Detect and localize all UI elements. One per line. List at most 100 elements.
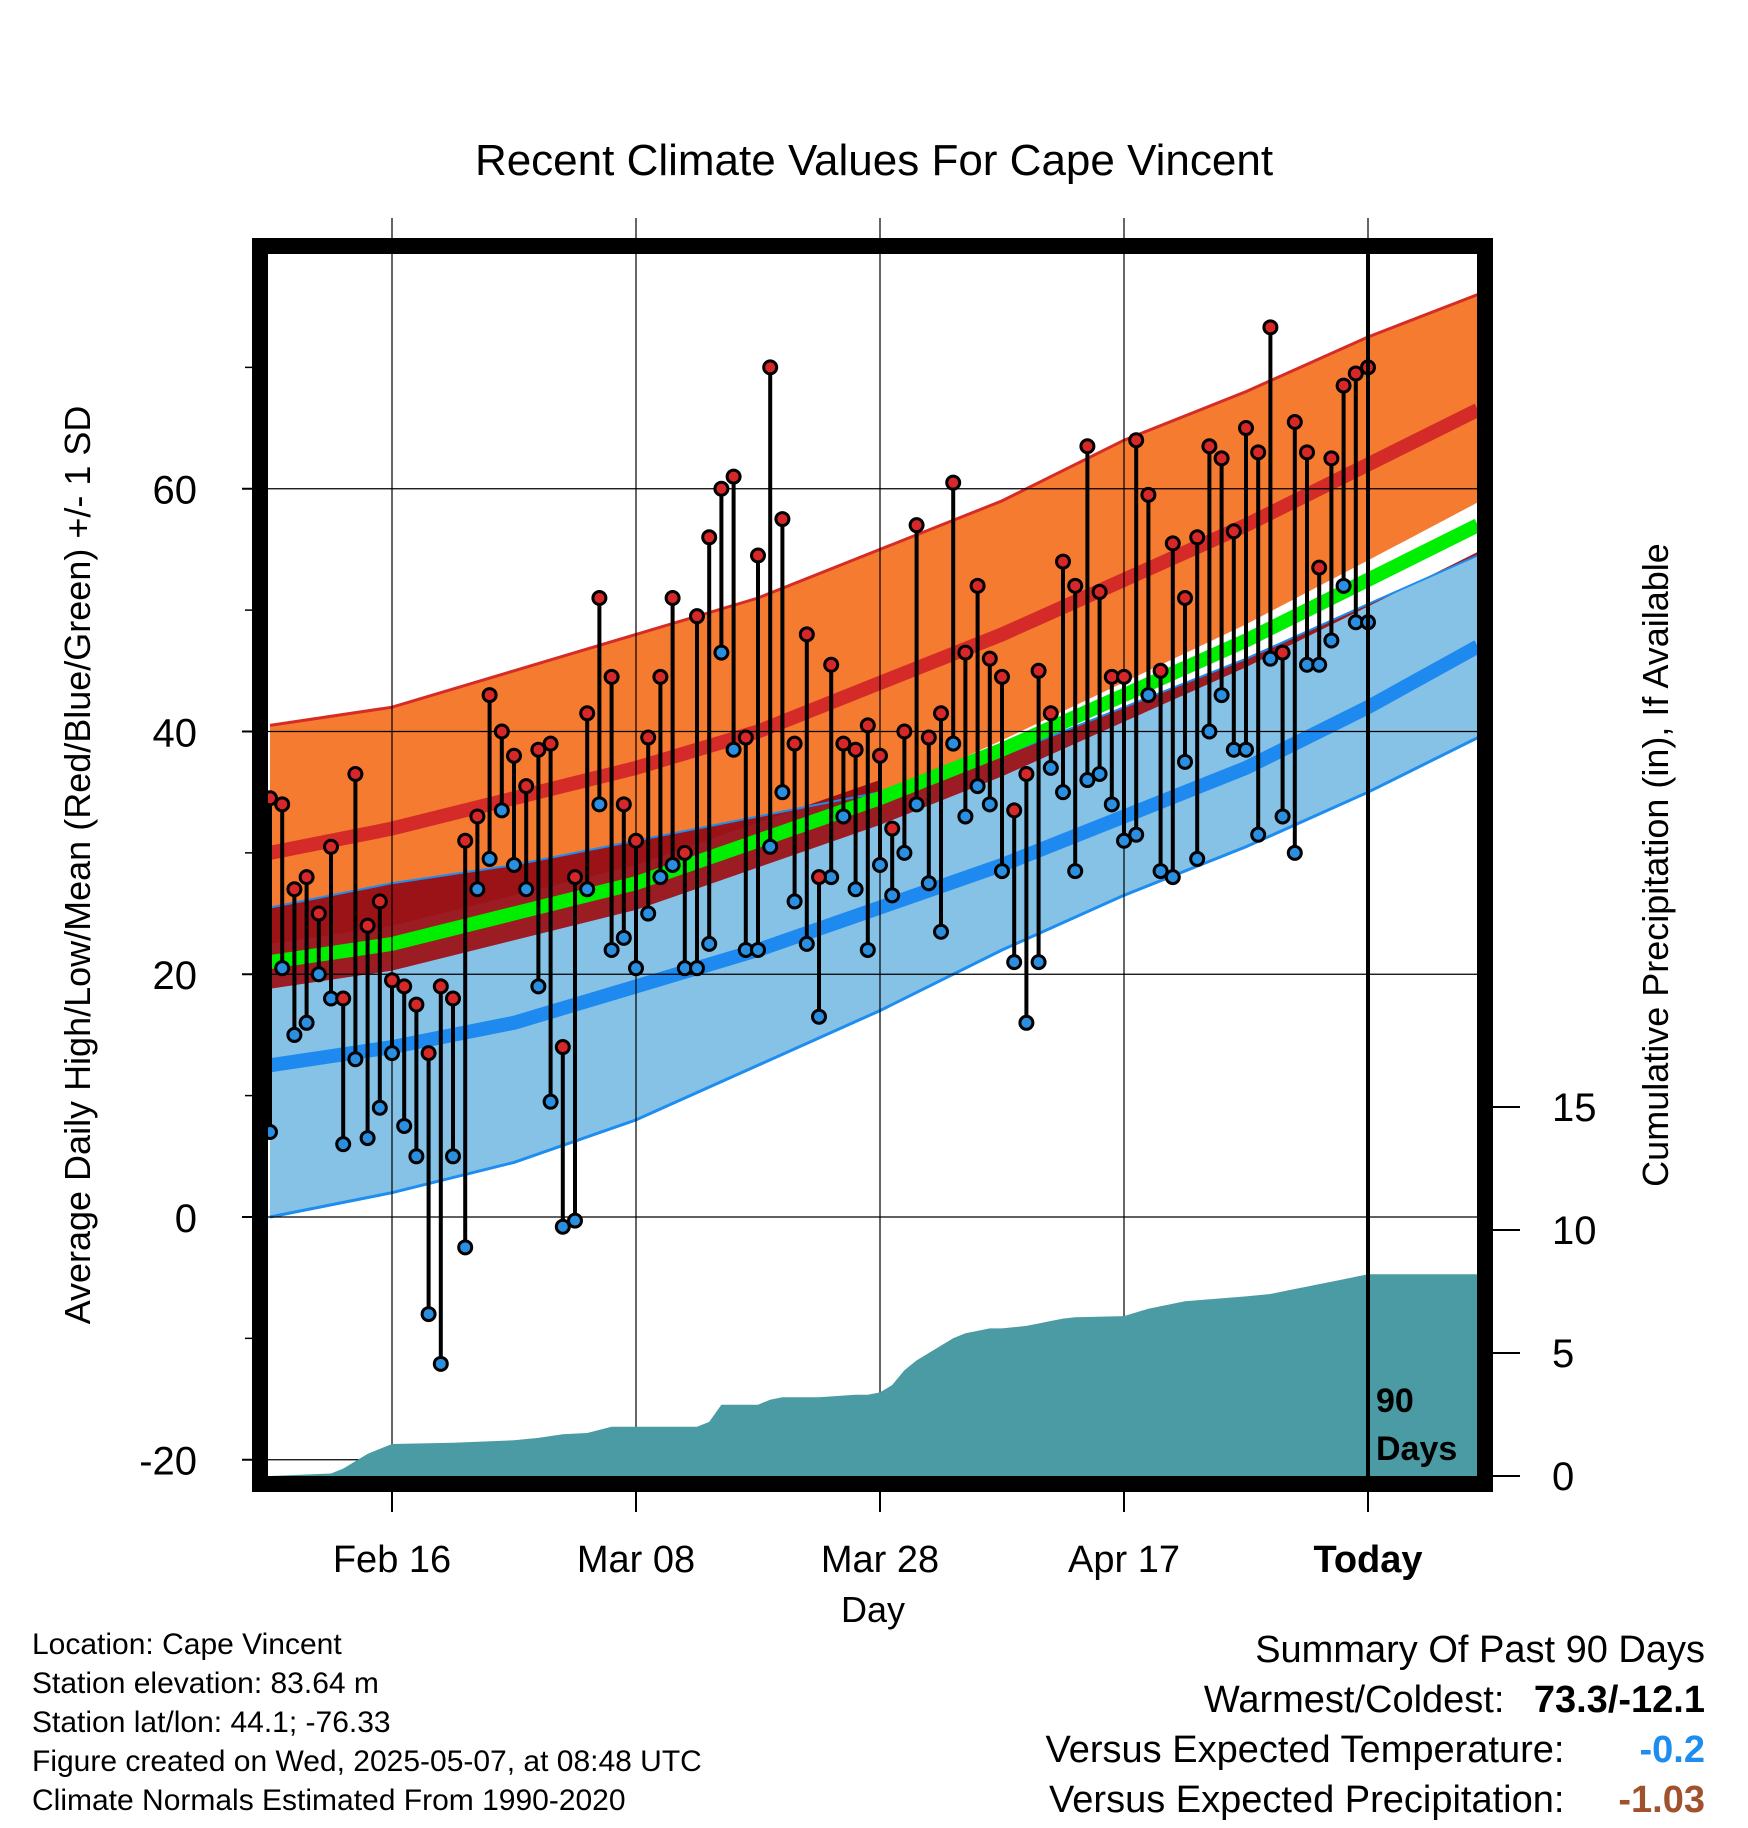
low-temp-point [945, 735, 962, 752]
low-temp-point [896, 844, 913, 861]
high-temp-point [1006, 802, 1023, 819]
low-temp-point [847, 881, 864, 898]
station-info: Location: Cape Vincent Station elevation… [32, 1625, 702, 1820]
summary-warmest-value: 73.3/-12.1 [1533, 1679, 1705, 1721]
high-temp-point [493, 723, 510, 740]
high-temp-point [823, 656, 840, 673]
high-temp-point [652, 668, 669, 685]
low-temp-point [445, 1148, 461, 1165]
low-temp-point [774, 784, 791, 801]
high-temp-point [359, 917, 376, 934]
high-temp-point [847, 741, 864, 758]
high-temp-point [1042, 705, 1059, 722]
low-temp-point [1238, 741, 1254, 758]
today-marker: 90 Days [1366, 246, 1457, 1484]
high-temp-point [1323, 450, 1340, 467]
low-temp-point [664, 857, 681, 873]
low-temp-point [920, 875, 937, 892]
high-temp-point [310, 905, 327, 922]
high-temp-point [1347, 365, 1364, 382]
low-temp-point [713, 644, 730, 661]
high-temp-point [920, 729, 937, 746]
low-temp-point [1116, 832, 1132, 849]
today-days-label: Days [1376, 1430, 1457, 1468]
low-temp-point [933, 923, 949, 940]
low-temp-point [811, 1008, 827, 1025]
high-temp-point [347, 765, 364, 782]
high-temp-point [1140, 486, 1157, 503]
high-temp-point [1067, 577, 1084, 594]
low-temp-point [432, 1355, 449, 1372]
low-temp-point [542, 1093, 559, 1110]
high-sd-band [270, 294, 1478, 987]
high-temp-point [1299, 444, 1315, 461]
low-temp-point [554, 1218, 571, 1235]
low-temp-point [786, 893, 803, 910]
low-temp-point [469, 881, 486, 898]
x-tick-label: Today [1313, 1539, 1422, 1581]
low-temp-point [359, 1130, 376, 1147]
high-temp-point [1250, 444, 1267, 461]
low-temp-point [652, 869, 669, 886]
summary-precip-value: -1.03 [1618, 1779, 1705, 1821]
low-temp-point [1177, 753, 1193, 770]
created-text: Figure created on Wed, 2025-05-07, at 08… [32, 1745, 702, 1778]
today-days-count: 90 [1376, 1382, 1414, 1420]
axes: -20 0 20 40 60 0 5 10 15 Feb 16 Mar 08 Mar 28 Apr 17… [139, 366, 1597, 1581]
y2-tick-label: 0 [1552, 1455, 1574, 1499]
low-temp-point [628, 960, 644, 977]
low-temp-point [835, 808, 852, 825]
high-temp-point [591, 589, 608, 606]
high-temp-point [872, 747, 888, 764]
high-temp-point [981, 650, 998, 667]
y-tick-label: 0 [175, 1197, 197, 1241]
y-axis-label: Average Daily High/Low/Mean (Red/Blue/Gr… [57, 406, 98, 1325]
low-temp-point [1250, 826, 1267, 843]
low-temp-point [1311, 656, 1328, 673]
high-temp-point [615, 796, 632, 813]
summary-panel: Summary Of Past 90 Days Warmest/Coldest:… [1046, 1625, 1705, 1825]
low-sd-band [270, 555, 1478, 1217]
high-temp-point [640, 729, 657, 746]
low-temp-point [908, 796, 925, 813]
low-temp-point [1213, 687, 1230, 704]
high-temp-point [1262, 319, 1279, 336]
high-temp-point [335, 990, 352, 1007]
precipitation-fill [270, 1274, 1478, 1476]
high-temp-point [1201, 438, 1218, 455]
high-temp-point [701, 529, 718, 546]
high-temp-point [408, 996, 425, 1013]
high-temp-point [884, 820, 901, 837]
high-temp-point [798, 626, 815, 643]
daily-range-stems [268, 327, 1370, 1364]
high-temp-point [396, 978, 413, 995]
summary-warmest-label: Warmest/Coldest: [1203, 1679, 1505, 1721]
chart-title: Recent Climate Values For Cape Vincent [475, 136, 1273, 185]
y-tick-label: 60 [153, 469, 198, 513]
high-temp-point [323, 838, 339, 855]
x-tick-label: Mar 28 [821, 1539, 939, 1581]
low-temp-point [457, 1239, 474, 1256]
y-tick-label: 40 [153, 711, 198, 755]
low-temp-point [969, 778, 986, 795]
high-temp-point [1079, 438, 1096, 455]
high-temp-point [445, 990, 461, 1007]
low-temp-point [762, 838, 779, 855]
summary-precip-row: Versus Expected Precipitation: -1.03 [1046, 1775, 1705, 1825]
low-temp-point [994, 863, 1010, 880]
high-temp-point [1189, 529, 1206, 546]
high-temp-point [603, 668, 620, 685]
low-temp-point [371, 1099, 388, 1116]
low-temp-point [872, 857, 888, 873]
summary-precip-label: Versus Expected Precipitation: [1049, 1779, 1565, 1821]
low-temp-point [981, 796, 998, 813]
low-temp-point [286, 1026, 303, 1043]
high-temp-point [713, 480, 730, 497]
high-temp-point [1311, 559, 1328, 576]
high-temp-point [554, 1039, 571, 1056]
high-temp-point [469, 808, 486, 825]
high-temp-point [1225, 523, 1242, 540]
low-temp-point [1079, 772, 1096, 789]
low-temp-point [1018, 1014, 1035, 1031]
